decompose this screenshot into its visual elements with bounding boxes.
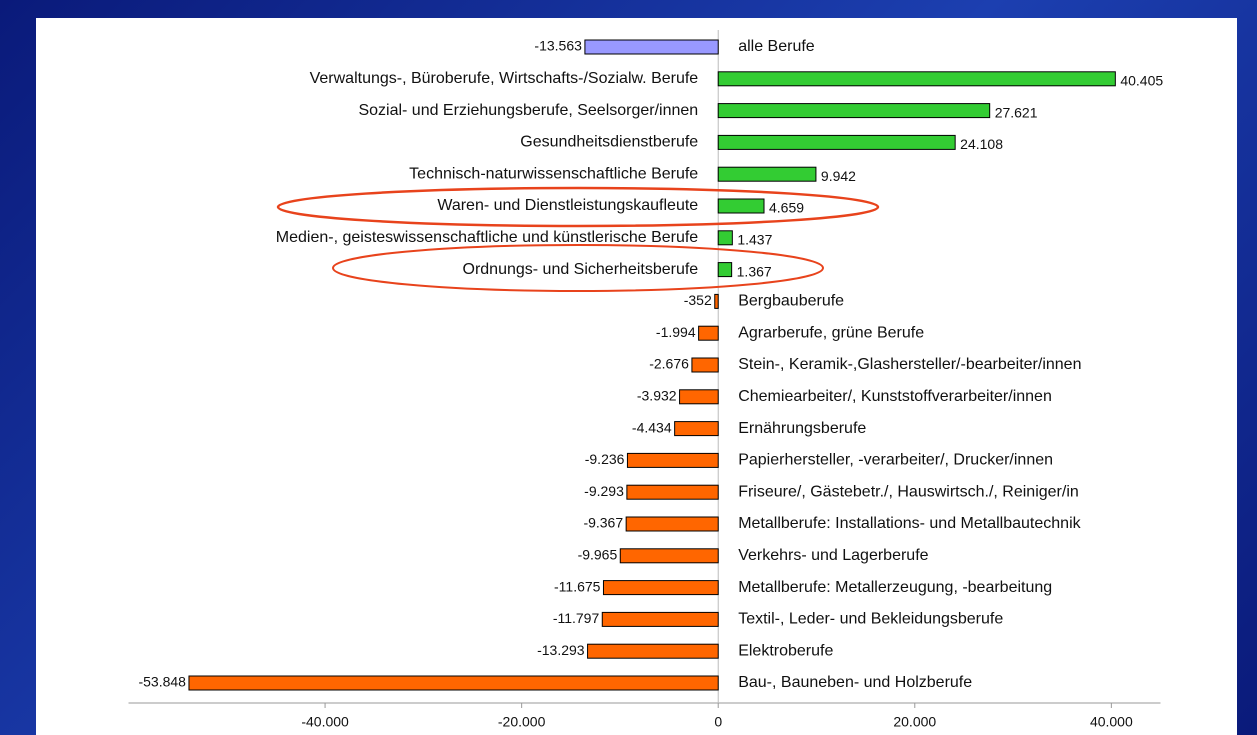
category-label: Textil-, Leder- und Bekleidungsberufe: [738, 611, 1003, 628]
category-label: Chemiearbeiter/, Kunststoffverarbeiter/i…: [738, 388, 1052, 405]
category-label: Elektroberufe: [738, 642, 833, 659]
bar: [626, 452, 719, 468]
value-label: -9.367: [583, 515, 623, 531]
bar: [584, 39, 719, 55]
category-label: Verkehrs- und Lagerberufe: [738, 547, 928, 564]
bar: [625, 516, 719, 532]
x-tick-label: -20.000: [498, 714, 546, 730]
category-label: alle Berufe: [738, 38, 815, 55]
bar: [188, 675, 719, 691]
bar: [717, 166, 817, 182]
value-label: -9.965: [578, 547, 618, 563]
bar: [717, 134, 956, 150]
value-label: -1.994: [656, 324, 696, 340]
bar: [619, 548, 719, 564]
value-label: -13.293: [537, 642, 585, 658]
value-label: -2.676: [649, 356, 689, 372]
x-tick-label: 40.000: [1090, 714, 1133, 730]
value-label: -9.293: [584, 483, 624, 499]
bar: [602, 580, 719, 596]
value-label: 1.367: [737, 263, 772, 279]
value-label: -13.563: [534, 38, 582, 54]
category-label: Friseure/, Gästebetr./, Hauswirtsch./, R…: [738, 483, 1079, 500]
category-label: Agrarberufe, grüne Berufe: [738, 324, 924, 341]
category-label: Technisch-naturwissenschaftliche Berufe: [409, 165, 698, 182]
bar: [698, 325, 719, 341]
bar: [714, 293, 719, 309]
bar: [717, 198, 765, 214]
category-label: Medien-, geisteswissenschaftliche und kü…: [276, 229, 699, 246]
bar: [679, 389, 719, 405]
panel: [36, 18, 1237, 735]
bar: [674, 421, 719, 437]
value-label: -9.236: [585, 451, 625, 467]
highlight-ellipse: [276, 186, 880, 228]
value-label: 24.108: [960, 136, 1003, 152]
bar: [717, 262, 733, 278]
value-label: 27.621: [995, 104, 1038, 120]
x-tick-label: -40.000: [301, 714, 349, 730]
highlight-ellipse: [332, 244, 824, 292]
value-label: 4.659: [769, 200, 804, 216]
bar: [717, 71, 1116, 87]
category-label: Waren- und Dienstleistungskaufleute: [437, 197, 698, 214]
value-label: -3.932: [637, 388, 677, 404]
category-label: Bau-, Bauneben- und Holzberufe: [738, 674, 972, 691]
x-tick-label: 0: [714, 714, 722, 730]
bar: [691, 357, 719, 373]
category-label: Gesundheitsdienstberufe: [520, 134, 698, 151]
category-label: Metallberufe: Installations- und Metallb…: [738, 515, 1081, 532]
category-label: Stein-, Keramik-,Glashersteller/-bearbei…: [738, 356, 1081, 373]
category-label: Metallberufe: Metallerzeugung, -bearbeit…: [738, 579, 1052, 596]
value-label: 40.405: [1120, 73, 1163, 89]
value-label: -352: [684, 292, 712, 308]
category-label: Verwaltungs-, Büroberufe, Wirtschafts-/S…: [310, 70, 699, 87]
value-label: -4.434: [632, 419, 672, 435]
value-label: -53.848: [138, 674, 186, 690]
bar: [601, 611, 719, 627]
bar: [626, 484, 719, 500]
bar: [717, 230, 733, 246]
category-label: Papierhersteller, -verarbeiter/, Drucker…: [738, 452, 1053, 469]
value-label: -11.675: [554, 578, 601, 594]
category-label: Bergbauberufe: [738, 293, 844, 310]
value-label: -11.797: [553, 610, 600, 626]
category-label: Ordnungs- und Sicherheitsberufe: [463, 261, 699, 278]
bar: [717, 103, 991, 119]
bar: [587, 643, 719, 659]
category-label: Sozial- und Erziehungsberufe, Seelsorger…: [358, 102, 698, 119]
category-label: Ernährungsberufe: [738, 420, 866, 437]
value-label: 9.942: [821, 168, 856, 184]
x-tick-label: 20.000: [893, 714, 936, 730]
value-label: 1.437: [737, 232, 772, 248]
